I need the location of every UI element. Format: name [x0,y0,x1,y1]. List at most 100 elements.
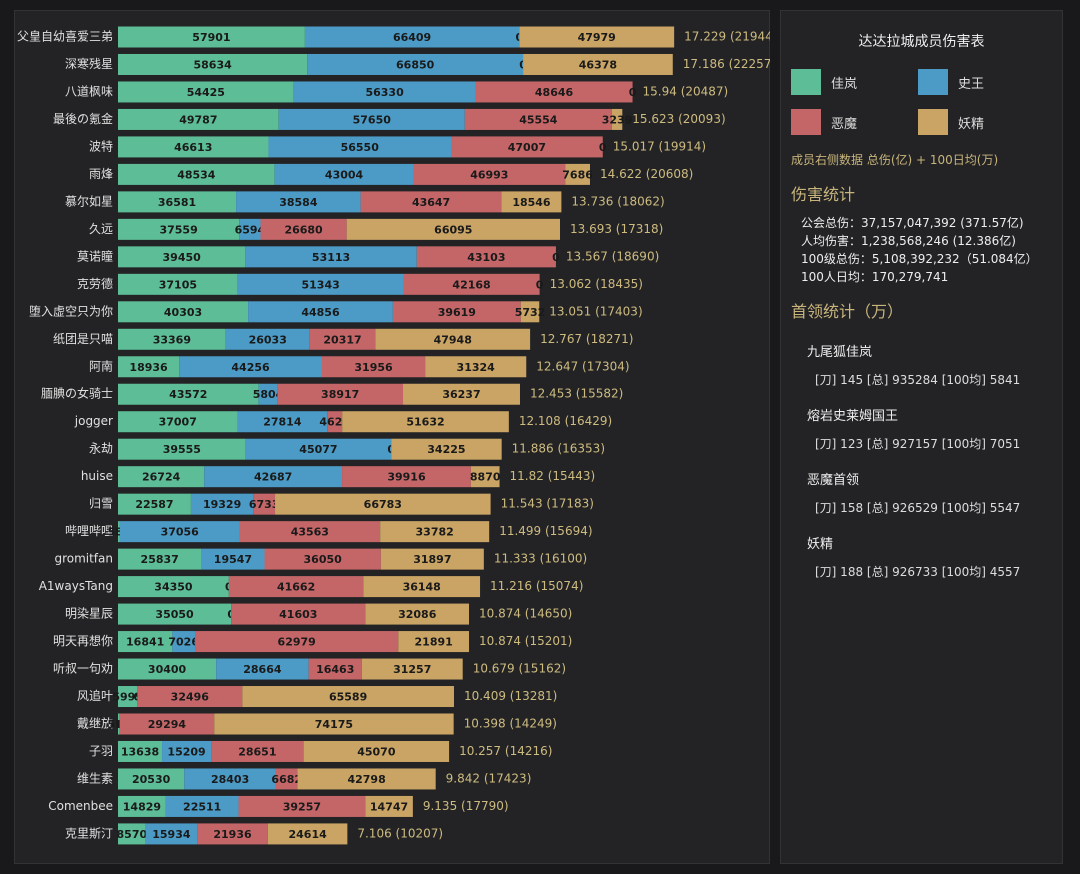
category-label: 子羽 [89,744,113,758]
bar-segment [523,53,673,75]
bar-segment [342,411,509,433]
legend-label: 妖精 [958,116,985,132]
value-label: 51343 [302,278,340,291]
bar-segment [162,740,212,762]
bar-segment [260,218,347,240]
bar-segment [365,795,413,817]
value-label: 24614 [288,828,327,841]
bar-segment [118,768,185,790]
bar-segment [118,713,120,735]
value-label: 37559 [159,223,197,236]
stat-line: 100级总伤：5,108,392,232（51.084亿） [801,252,1038,266]
value-label: 38917 [321,388,359,401]
value-label: 32086 [398,608,437,621]
bar-segment [304,26,520,48]
legend-label: 史王 [958,76,985,92]
bar-segment [204,466,343,488]
bar-segment [118,218,240,240]
boss-name: 熔岩史莱姆国王 [807,409,899,424]
bar-segment [303,740,450,762]
bar-segment [245,438,392,460]
bar-segment [451,136,603,158]
value-label: 37007 [159,416,197,429]
value-label: 41662 [277,581,315,594]
bar-segment [237,273,404,295]
value-label: 31897 [413,553,451,566]
side-panel: 达达拉城成员伤害表 成员右侧数据 总伤(亿) + 100日均(万) 伤害统计 首… [780,10,1063,864]
bar-segment [225,328,310,350]
total-label: 11.333 (16100) [494,552,587,566]
boss-stats: [刀] 145 [总] 935284 [100均] 5841 [815,373,1021,387]
bar-segment [118,795,166,817]
value-label: 0 [536,278,544,291]
category-label: 久远 [89,222,113,236]
category-label: 最後の氪金 [53,111,113,126]
category-label: 永劫 [89,442,113,456]
value-label: 43647 [412,196,450,209]
total-label: 11.82 (15443) [510,469,596,483]
total-label: 15.017 (19914) [613,139,706,153]
bar-segment [118,53,308,75]
value-label: 51632 [406,416,444,429]
bar-segment [211,740,304,762]
total-label: 12.108 (16429) [519,414,612,428]
value-label: 36581 [158,196,196,209]
bar-segment [365,603,470,625]
value-label: 28664 [243,663,282,676]
total-label: 13.736 (18062) [571,194,664,208]
value-label: 13638 [121,745,159,758]
value-label: 15209 [167,745,205,758]
value-label: 45077 [299,443,337,456]
value-label: 48646 [535,86,574,99]
value-label: 42798 [347,773,385,786]
bar-segment [238,795,366,817]
bar-segment [118,411,238,433]
total-label: 14.622 (20608) [600,167,693,181]
category-label: 莫诺瞳 [77,248,113,263]
value-label: 3239 [602,113,633,126]
total-label: 12.647 (17304) [536,359,629,373]
bar-segment [245,246,417,268]
value-label: 15934 [152,828,191,841]
value-label: 29294 [148,718,187,731]
bar-segment [520,301,540,323]
bar-segment [118,740,163,762]
value-label: 45554 [519,113,558,126]
bar-segment [342,466,471,488]
legend-swatch [791,69,821,95]
value-label: 43103 [467,251,505,264]
chart: 父皇自幼喜爱三弟 57901 66409 0 47979 17.229 (21944) 深寒… [17,26,770,845]
chart-title: 达达拉城成员伤害表 [858,34,985,50]
value-label: 19329 [203,498,241,511]
value-label: 5999 [112,691,143,704]
value-label: 8570 [117,828,148,841]
value-label: 65589 [329,691,367,704]
legend-item: 史王 [918,69,984,95]
value-label: 0 [599,141,607,154]
category-label: 归雪 [89,497,113,511]
total-label: 10.874 (14650) [479,607,572,621]
value-label: 46993 [470,168,508,181]
bar-segment [391,438,502,460]
bar-segment [118,246,246,268]
value-label: 38584 [279,196,318,209]
bar-segment [118,576,229,598]
value-label: 5732 [515,306,546,319]
bar-segment [346,218,561,240]
bar-segment [275,768,298,790]
value-label: 39257 [283,800,321,813]
value-label: 62979 [278,636,316,649]
legend-item: 恶魔 [791,109,857,135]
value-label: 0 [552,251,560,264]
value-label: 41603 [279,608,317,621]
value-label: 31257 [393,663,431,676]
bar-segment [398,631,470,653]
bar-segment [195,631,399,653]
value-label: 8870 [470,471,501,484]
heading: 伤害统计 [791,185,856,204]
bar-segment [231,603,366,625]
bar-segment [118,81,294,103]
bar-segment [118,658,217,680]
category-label: 维生素 [77,771,113,785]
